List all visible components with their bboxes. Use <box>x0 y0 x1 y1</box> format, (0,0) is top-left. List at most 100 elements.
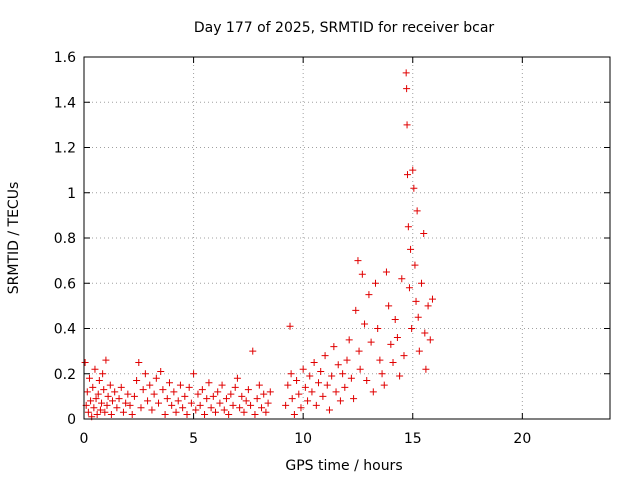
data-point <box>251 410 259 418</box>
data-point <box>194 390 202 398</box>
data-point <box>126 401 134 409</box>
y-tick-label: 0.8 <box>54 231 76 247</box>
data-point <box>409 166 417 174</box>
data-point <box>92 395 100 403</box>
data-point <box>418 279 426 287</box>
y-tick-label: 0.4 <box>54 322 76 338</box>
data-point <box>115 395 123 403</box>
data-point <box>295 390 303 398</box>
data-point <box>249 347 257 355</box>
data-point <box>119 408 127 416</box>
data-point <box>391 315 399 323</box>
data-point <box>410 184 418 192</box>
data-point <box>317 367 325 375</box>
data-point <box>104 392 112 400</box>
data-point <box>253 395 261 403</box>
data-point <box>139 386 147 394</box>
data-point <box>242 397 250 405</box>
data-point <box>332 388 340 396</box>
data-point <box>428 295 436 303</box>
data-point <box>336 397 344 405</box>
x-tick-label: 5 <box>189 431 198 447</box>
data-point <box>128 410 136 418</box>
data-point <box>341 383 349 391</box>
data-points <box>81 69 436 421</box>
data-point <box>190 370 198 378</box>
y-axis-label: SRMTID / TECUs <box>6 182 22 295</box>
data-point <box>233 374 241 382</box>
data-point <box>157 367 165 375</box>
data-point <box>301 383 309 391</box>
data-point <box>308 388 316 396</box>
data-point <box>297 404 305 412</box>
data-point <box>168 401 176 409</box>
y-tick-label: 1.2 <box>54 141 76 157</box>
data-point <box>216 399 224 407</box>
data-point <box>403 121 411 129</box>
data-point <box>396 372 404 380</box>
data-point <box>345 336 353 344</box>
data-point <box>369 388 377 396</box>
data-point <box>209 392 217 400</box>
data-point <box>214 388 222 396</box>
data-point <box>286 322 294 330</box>
data-point <box>225 410 233 418</box>
data-point <box>159 386 167 394</box>
data-point <box>382 268 390 276</box>
data-point <box>361 320 369 328</box>
data-point <box>400 352 408 360</box>
data-point <box>403 85 411 93</box>
data-point <box>218 381 226 389</box>
data-point <box>426 336 434 344</box>
data-point <box>146 381 154 389</box>
data-point <box>255 381 263 389</box>
data-point <box>299 365 307 373</box>
x-tick-label: 15 <box>404 431 422 447</box>
data-point <box>107 410 115 418</box>
data-point <box>347 374 355 382</box>
data-point <box>87 397 95 405</box>
data-point <box>290 410 298 418</box>
data-point <box>367 338 375 346</box>
data-point <box>205 379 213 387</box>
data-point <box>413 207 421 215</box>
data-point <box>100 386 108 394</box>
x-tick-label: 0 <box>80 431 89 447</box>
data-point <box>165 379 173 387</box>
data-point <box>385 302 393 310</box>
data-point <box>378 370 386 378</box>
axis-ticks: 0 0.2 0.4 0.6 0.8 1 1.2 1.4 1.6 0 5 10 15 20 <box>54 50 610 447</box>
data-point <box>174 397 182 405</box>
data-point <box>103 401 111 409</box>
data-point <box>414 313 422 321</box>
data-point <box>350 395 358 403</box>
data-point <box>407 245 415 253</box>
data-point <box>89 383 97 391</box>
data-point <box>222 395 230 403</box>
data-point <box>321 352 329 360</box>
data-point <box>238 392 246 400</box>
data-point <box>192 406 200 414</box>
data-point <box>90 404 98 412</box>
x-tick-label: 10 <box>294 431 312 447</box>
data-point <box>196 401 204 409</box>
data-point <box>117 383 125 391</box>
data-point <box>312 401 320 409</box>
data-point <box>358 270 366 278</box>
data-point <box>108 397 116 405</box>
data-point <box>389 358 397 366</box>
chart-title: Day 177 of 2025, SRMTID for receiver bca… <box>194 20 495 36</box>
y-tick-label: 1.6 <box>54 50 76 66</box>
data-point <box>403 171 411 179</box>
data-point <box>99 370 107 378</box>
data-point <box>155 399 163 407</box>
data-point <box>91 365 99 373</box>
data-point <box>244 386 252 394</box>
data-point <box>354 257 362 265</box>
data-point <box>220 406 228 414</box>
data-point <box>172 408 180 416</box>
data-point <box>95 377 103 385</box>
data-point <box>258 404 266 412</box>
data-point <box>287 370 295 378</box>
